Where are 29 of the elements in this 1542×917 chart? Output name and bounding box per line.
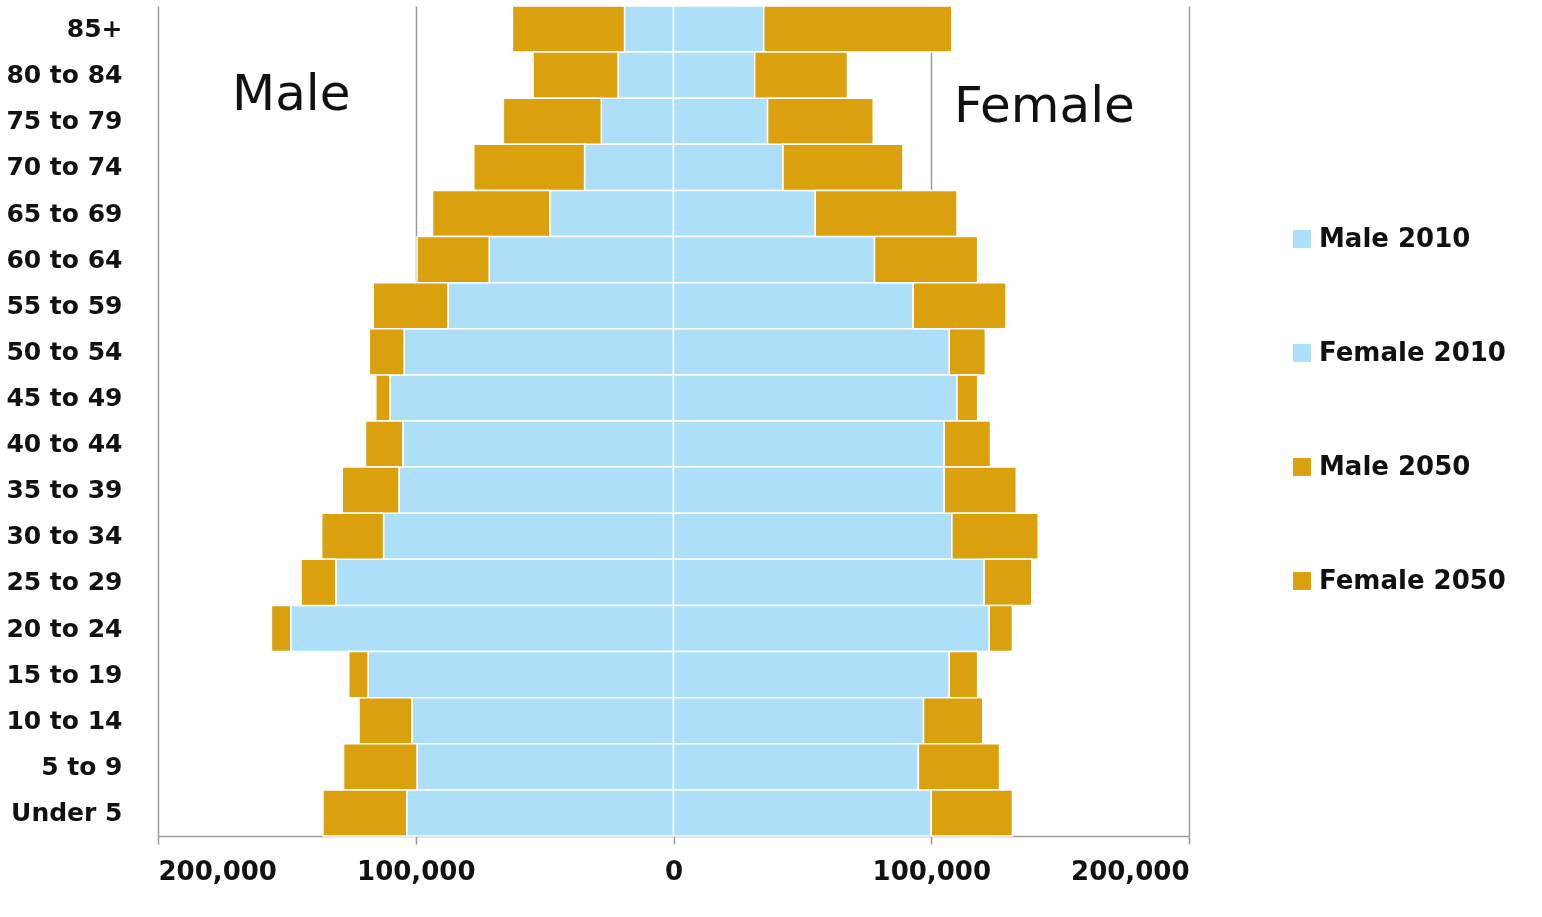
- y-tick-label: 10 to 14: [6, 705, 123, 735]
- y-tick-label: Under 5: [11, 797, 123, 827]
- y-tick-label: 60 to 64: [6, 244, 123, 274]
- y-tick-label: 75 to 79: [6, 106, 123, 136]
- y-tick-label: 50 to 54: [6, 336, 123, 366]
- x-tick-label: 200,000: [158, 855, 277, 886]
- x-tick-label: 100,000: [872, 855, 991, 886]
- y-tick-label: 85+: [66, 14, 123, 44]
- annotation: Male: [232, 64, 351, 122]
- legend-label: Male 2010: [1319, 223, 1471, 253]
- y-tick-label: 40 to 44: [6, 429, 123, 459]
- y-tick-label: 65 to 69: [6, 198, 123, 228]
- y-tick-label: 80 to 84: [6, 60, 123, 90]
- y-tick-label: 20 to 24: [6, 613, 123, 643]
- x-tick-label: 0: [664, 855, 684, 886]
- y-tick-label: 30 to 34: [6, 521, 123, 551]
- y-tick-label: 35 to 39: [6, 475, 123, 505]
- legend-label: Female 2010: [1319, 337, 1506, 367]
- y-tick-label: 25 to 29: [6, 567, 123, 597]
- y-tick-label: 70 to 74: [6, 152, 123, 182]
- x-tick-label: 100,000: [357, 855, 476, 886]
- y-tick-label: 15 to 19: [6, 659, 123, 689]
- legend-label: Male 2050: [1319, 451, 1471, 481]
- y-tick-label: 45 to 49: [6, 382, 123, 412]
- y-tick-label: 5 to 9: [41, 751, 123, 781]
- x-tick-label: 200,000: [1071, 855, 1190, 886]
- y-tick-label: 55 to 59: [6, 290, 123, 320]
- legend-label: Female 2050: [1319, 565, 1506, 595]
- annotation: Female: [954, 76, 1135, 134]
